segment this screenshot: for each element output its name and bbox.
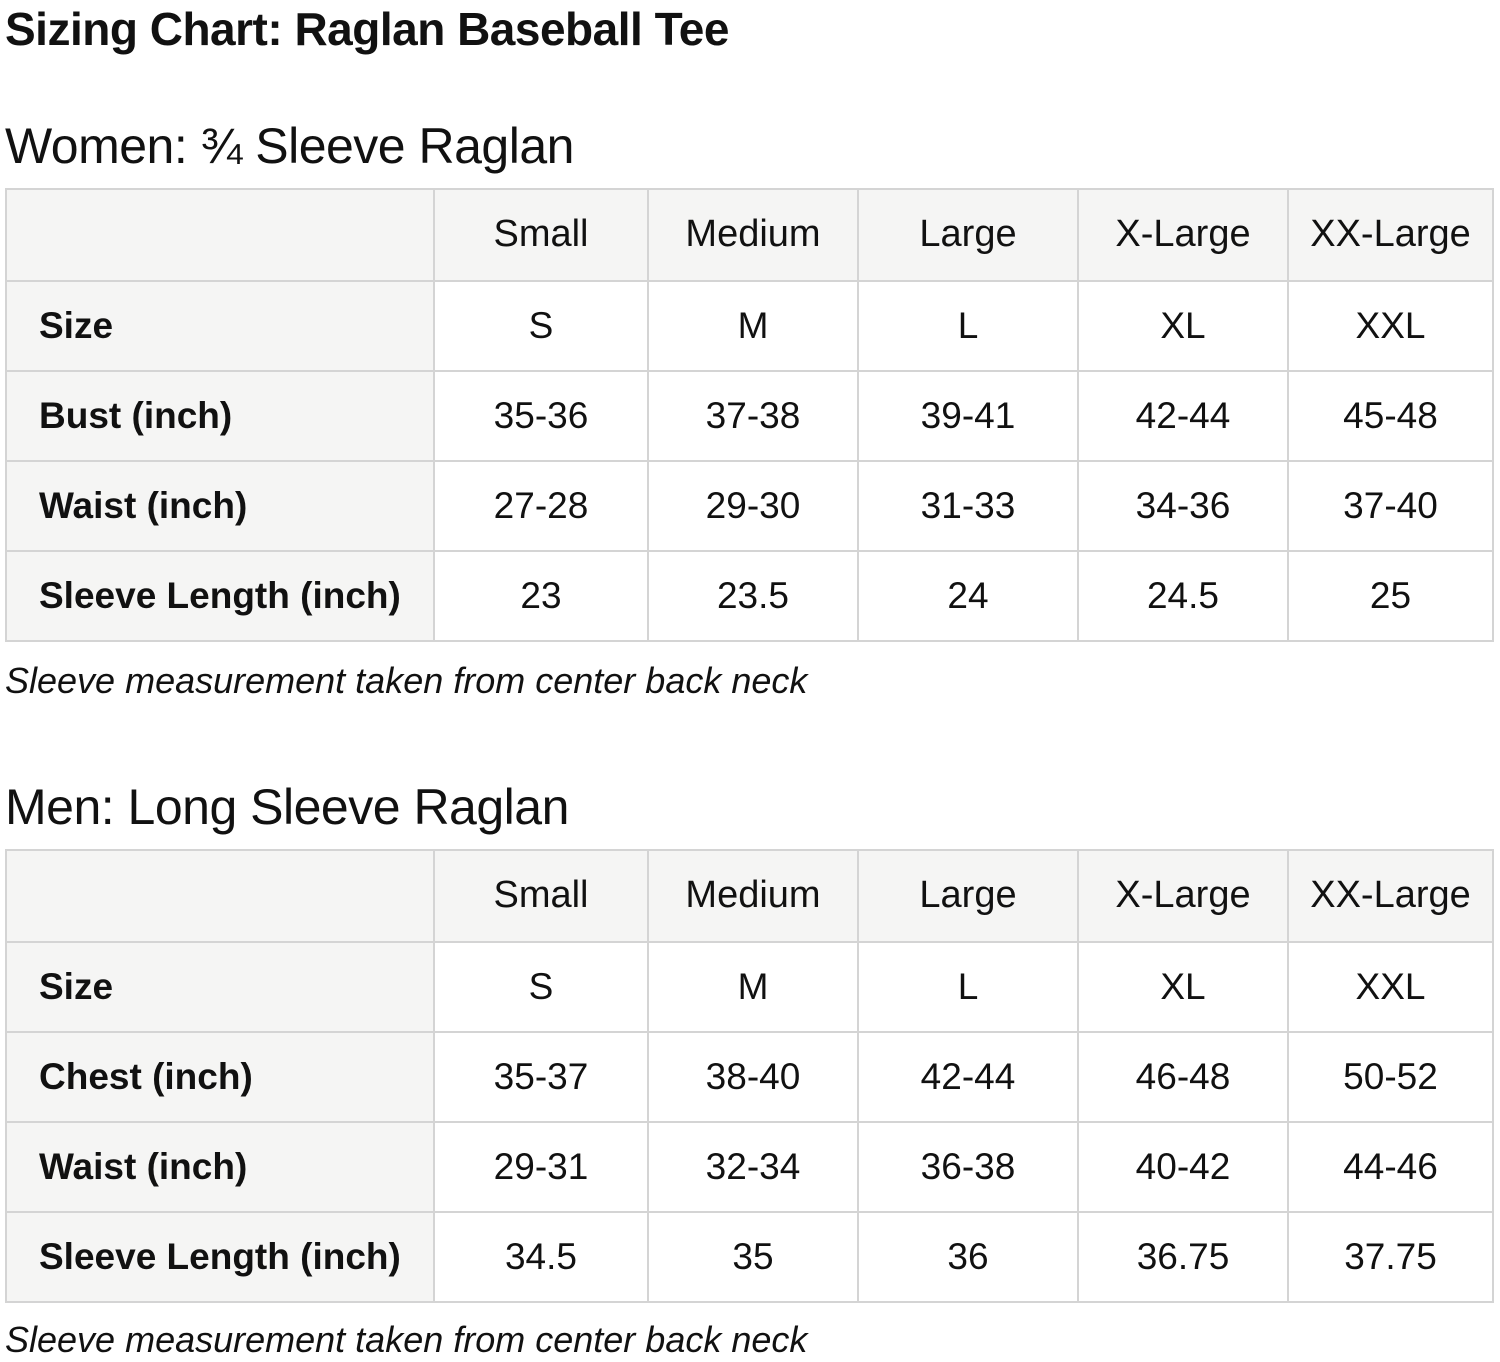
data-cell: 50-52: [1287, 1030, 1494, 1123]
corner-cell: [5, 187, 435, 282]
table-row-chest: Chest (inch) 35-37 38-40 42-44 46-48 50-…: [5, 1030, 1494, 1123]
row-header-chest: Chest (inch): [5, 1030, 435, 1123]
data-cell: XL: [1077, 940, 1289, 1033]
data-cell: XL: [1077, 279, 1289, 372]
data-cell: 45-48: [1287, 369, 1494, 462]
data-cell: XXL: [1287, 279, 1494, 372]
column-header-xxlarge: XX-Large: [1287, 187, 1494, 282]
row-header-waist: Waist (inch): [5, 459, 435, 552]
data-cell: 23.5: [647, 549, 859, 642]
data-cell: 29-30: [647, 459, 859, 552]
row-header-sleeve-length: Sleeve Length (inch): [5, 1210, 435, 1303]
data-cell: L: [857, 279, 1079, 372]
sleeve-measurement-note: Sleeve measurement taken from center bac…: [5, 659, 808, 701]
data-cell: 44-46: [1287, 1120, 1494, 1213]
row-header-size: Size: [5, 279, 435, 372]
table-row-waist: Waist (inch) 27-28 29-30 31-33 34-36 37-…: [5, 459, 1494, 552]
section-heading-men: Men: Long Sleeve Raglan: [5, 778, 569, 835]
data-cell: 46-48: [1077, 1030, 1289, 1123]
data-cell: 38-40: [647, 1030, 859, 1123]
data-cell: 35-37: [433, 1030, 649, 1123]
data-cell: S: [433, 279, 649, 372]
data-cell: M: [647, 279, 859, 372]
data-cell: 24.5: [1077, 549, 1289, 642]
data-cell: 40-42: [1077, 1120, 1289, 1213]
data-cell: S: [433, 940, 649, 1033]
column-header-large: Large: [857, 848, 1079, 943]
data-cell: 37-38: [647, 369, 859, 462]
table-row-waist: Waist (inch) 29-31 32-34 36-38 40-42 44-…: [5, 1120, 1494, 1213]
row-header-sleeve-length: Sleeve Length (inch): [5, 549, 435, 642]
data-cell: M: [647, 940, 859, 1033]
women-sizing-table: Small Medium Large X-Large XX-Large Size…: [5, 187, 1494, 642]
data-cell: 34.5: [433, 1210, 649, 1303]
table-row-size: Size S M L XL XXL: [5, 279, 1494, 372]
column-header-row: Small Medium Large X-Large XX-Large: [5, 187, 1494, 282]
data-cell: 24: [857, 549, 1079, 642]
section-heading-women: Women: ¾ Sleeve Raglan: [5, 117, 574, 174]
data-cell: 29-31: [433, 1120, 649, 1213]
data-cell: 25: [1287, 549, 1494, 642]
data-cell: 31-33: [857, 459, 1079, 552]
column-header-xlarge: X-Large: [1077, 848, 1289, 943]
data-cell: 36-38: [857, 1120, 1079, 1213]
table-row-sleeve-length: Sleeve Length (inch) 34.5 35 36 36.75 37…: [5, 1210, 1494, 1303]
row-header-bust: Bust (inch): [5, 369, 435, 462]
data-cell: 34-36: [1077, 459, 1289, 552]
men-sizing-table: Small Medium Large X-Large XX-Large Size…: [5, 848, 1494, 1303]
column-header-xlarge: X-Large: [1077, 187, 1289, 282]
data-cell: 36.75: [1077, 1210, 1289, 1303]
column-header-small: Small: [433, 187, 649, 282]
column-header-row: Small Medium Large X-Large XX-Large: [5, 848, 1494, 943]
data-cell: 37.75: [1287, 1210, 1494, 1303]
table-row-sleeve-length: Sleeve Length (inch) 23 23.5 24 24.5 25: [5, 549, 1494, 642]
row-header-waist: Waist (inch): [5, 1120, 435, 1213]
data-cell: 39-41: [857, 369, 1079, 462]
data-cell: XXL: [1287, 940, 1494, 1033]
data-cell: 35-36: [433, 369, 649, 462]
column-header-medium: Medium: [647, 848, 859, 943]
data-cell: 23: [433, 549, 649, 642]
column-header-xxlarge: XX-Large: [1287, 848, 1494, 943]
data-cell: 35: [647, 1210, 859, 1303]
data-cell: 42-44: [1077, 369, 1289, 462]
column-header-small: Small: [433, 848, 649, 943]
data-cell: 42-44: [857, 1030, 1079, 1123]
data-cell: 37-40: [1287, 459, 1494, 552]
data-cell: 27-28: [433, 459, 649, 552]
page-title: Sizing Chart: Raglan Baseball Tee: [5, 3, 729, 55]
sleeve-measurement-note: Sleeve measurement taken from center bac…: [5, 1318, 808, 1360]
column-header-medium: Medium: [647, 187, 859, 282]
table-row-bust: Bust (inch) 35-36 37-38 39-41 42-44 45-4…: [5, 369, 1494, 462]
table-row-size: Size S M L XL XXL: [5, 940, 1494, 1033]
column-header-large: Large: [857, 187, 1079, 282]
data-cell: L: [857, 940, 1079, 1033]
row-header-size: Size: [5, 940, 435, 1033]
data-cell: 32-34: [647, 1120, 859, 1213]
corner-cell: [5, 848, 435, 943]
data-cell: 36: [857, 1210, 1079, 1303]
